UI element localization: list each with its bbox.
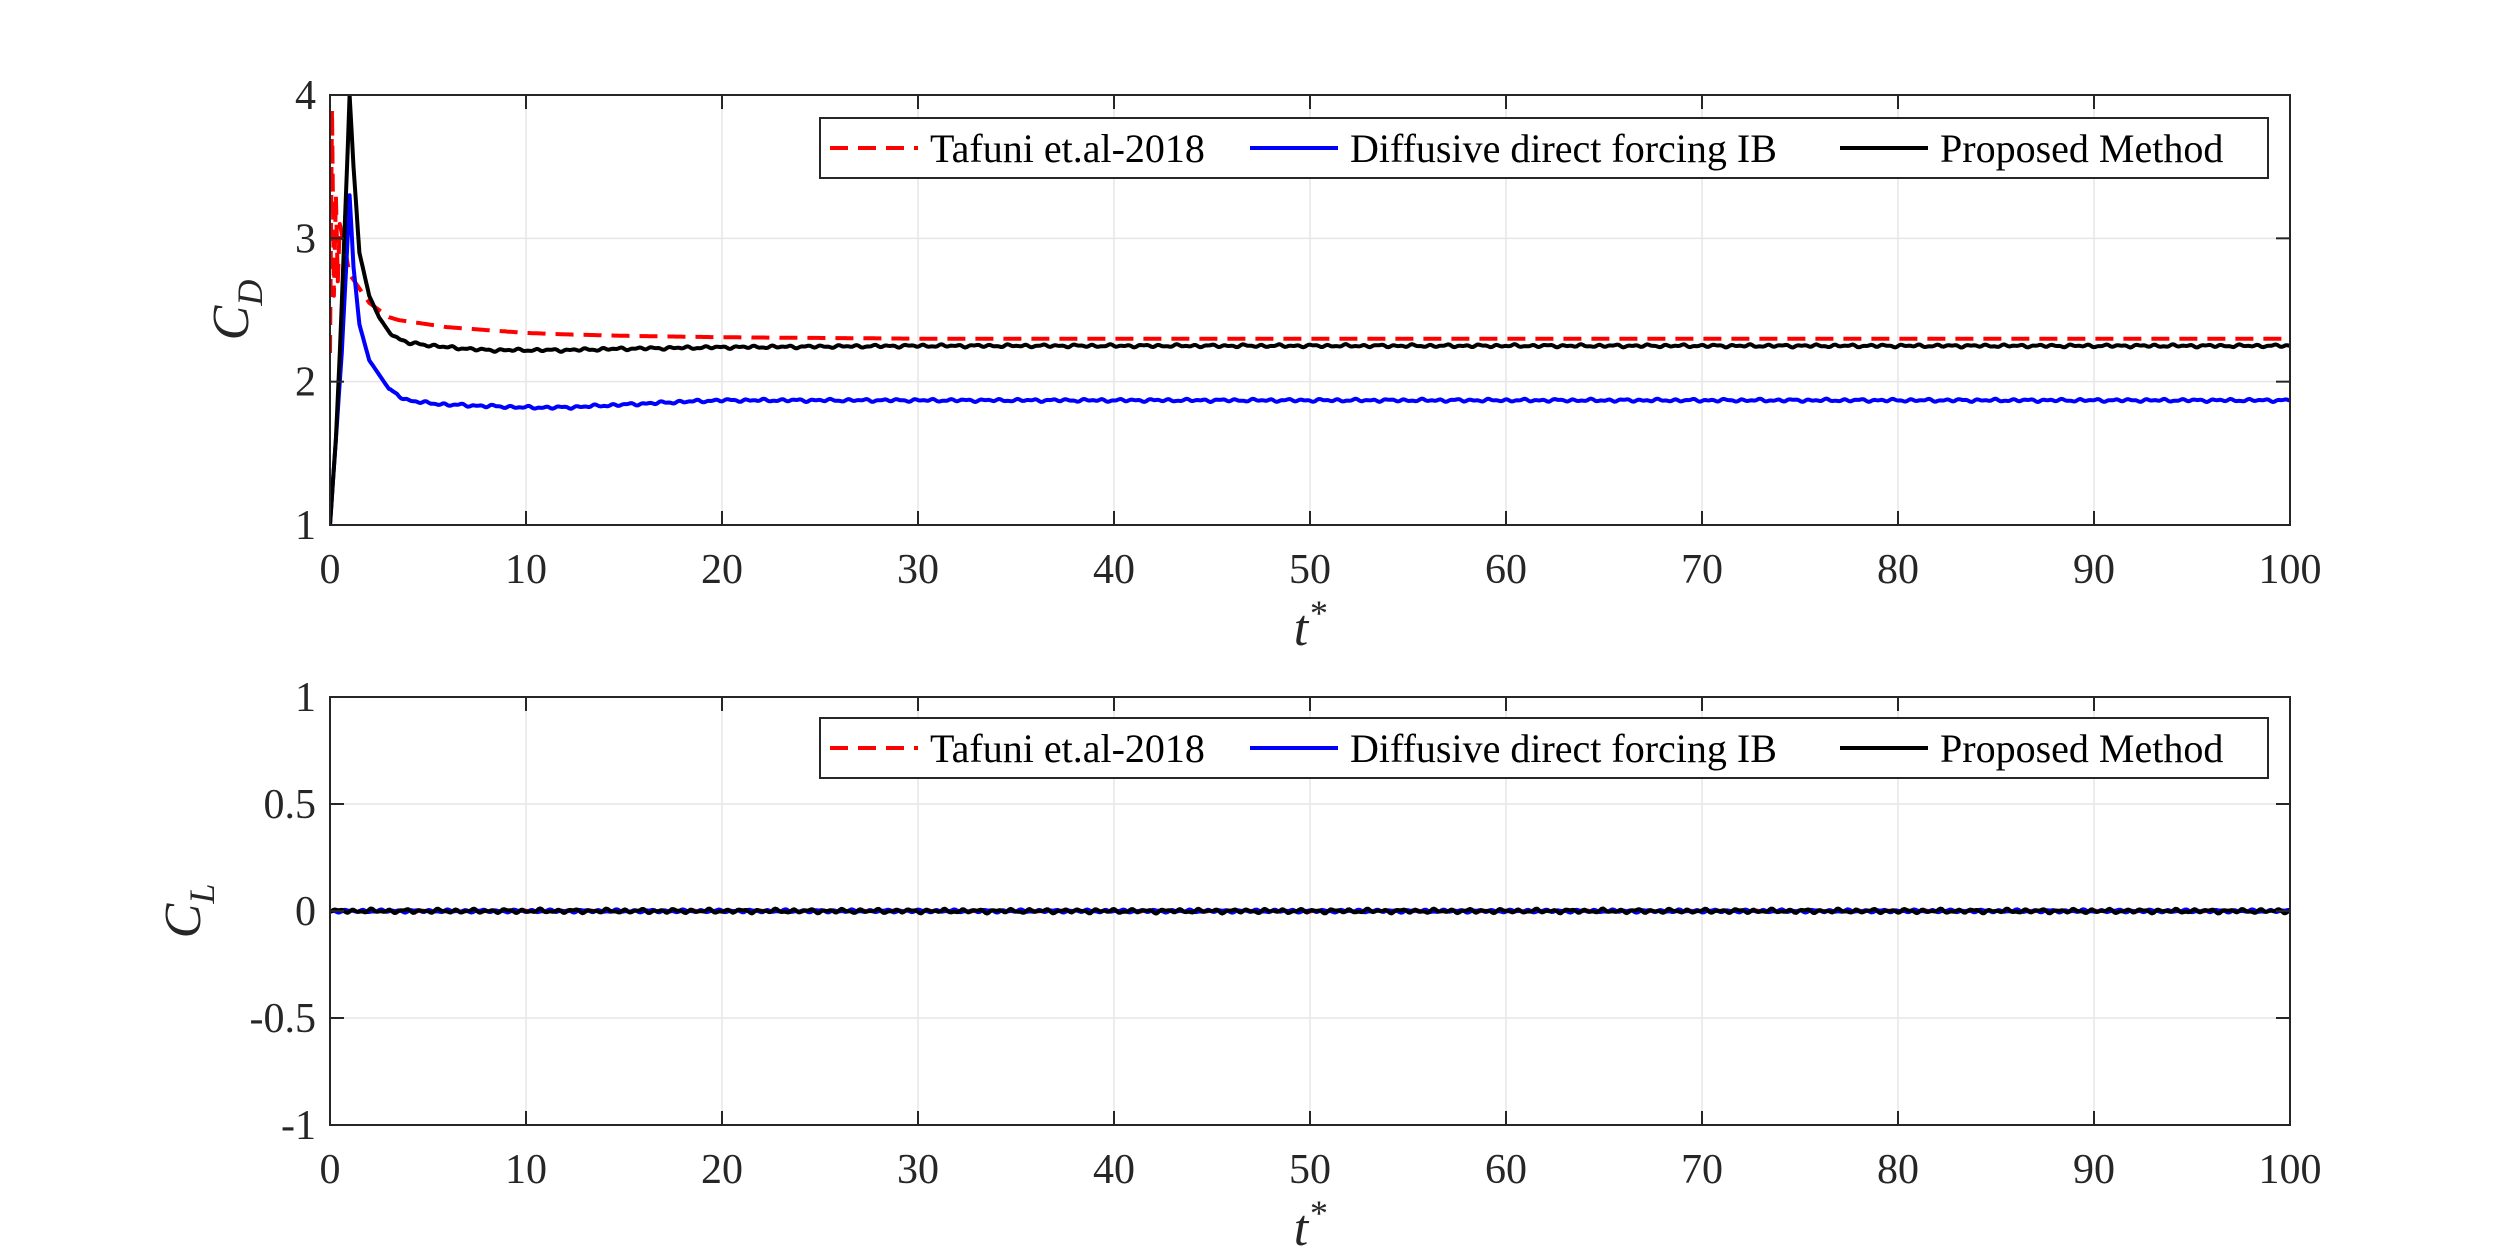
y-axis-label-main: C (203, 304, 260, 340)
legend-label-tafuni: Tafuni et.al-2018 (930, 726, 1205, 771)
x-tick-label: 40 (1093, 547, 1135, 593)
y-tick-label: 0 (295, 889, 316, 935)
drag-coefficient-chart: 0 10 20 30 40 50 60 70 80 90 100 1 2 3 4 t* CD Tafuni et.… (203, 73, 2322, 657)
legend-box (819, 717, 2269, 779)
x-tick-label: 30 (897, 1147, 939, 1193)
legend-box (819, 117, 2269, 179)
x-tick-label: 0 (320, 1147, 341, 1193)
series-group (330, 95, 2290, 525)
x-tick-label: 80 (1877, 547, 1919, 593)
y-tick-label: -1 (281, 1103, 316, 1149)
x-tick-label: 100 (2259, 547, 2322, 593)
x-tick-label: 60 (1485, 1147, 1527, 1193)
x-tick-label: 60 (1485, 547, 1527, 593)
legend-label-diffusive: Diffusive direct forcing IB (1350, 726, 1777, 771)
x-tick-label: 10 (505, 1147, 547, 1193)
x-tick-label: 70 (1681, 1147, 1723, 1193)
x-tick-label: 10 (505, 547, 547, 593)
y-axis-label-sub: L (182, 884, 222, 905)
x-axis-label-sup: * (1308, 1193, 1326, 1233)
legend: Tafuni et.al-2018 Diffusive direct forcin… (819, 717, 2269, 779)
x-axis-label: t* (1294, 593, 1326, 657)
x-tick-label: 80 (1877, 1147, 1919, 1193)
series-line-diffusive (330, 193, 2290, 525)
x-tick-label: 90 (2073, 1147, 2115, 1193)
x-tick-label: 100 (2259, 1147, 2322, 1193)
x-tick-label: 30 (897, 547, 939, 593)
x-axis-label-sup: * (1308, 593, 1326, 633)
x-axis-label: t* (1294, 1193, 1326, 1250)
x-tick-label: 50 (1289, 1147, 1331, 1193)
y-tick-label: 1 (295, 675, 316, 721)
x-tick-label: 20 (701, 547, 743, 593)
y-tick-label: 3 (295, 216, 316, 262)
legend-label-diffusive: Diffusive direct forcing IB (1350, 126, 1777, 171)
series-group (330, 906, 2290, 916)
y-tick-label: 1 (295, 503, 316, 549)
y-axis-label-main: C (155, 902, 212, 938)
y-axis-label: CD (203, 280, 270, 341)
x-tick-label: 0 (320, 547, 341, 593)
x-axis-label-main: t (1294, 1200, 1310, 1250)
legend-label-proposed: Proposed Method (1940, 726, 2223, 771)
lift-coefficient-chart: 0 10 20 30 40 50 60 70 80 90 100 -1 -0.5 0 0.5 1 t* CL Taf… (155, 675, 2322, 1250)
x-tick-label: 70 (1681, 547, 1723, 593)
y-tick-label: 4 (295, 73, 316, 119)
y-tick-label: -0.5 (250, 996, 317, 1042)
x-tick-label: 90 (2073, 547, 2115, 593)
x-tick-label: 50 (1289, 547, 1331, 593)
legend-label-proposed: Proposed Method (1940, 126, 2223, 171)
y-tick-label: 0.5 (264, 782, 317, 828)
y-axis-label-sub: D (230, 280, 270, 307)
x-tick-label: 40 (1093, 1147, 1135, 1193)
series-line-tafuni (330, 107, 2290, 354)
legend: Tafuni et.al-2018 Diffusive direct forcin… (819, 117, 2269, 179)
x-tick-label: 20 (701, 1147, 743, 1193)
series-line-proposed (330, 906, 2290, 916)
y-axis-label: CL (155, 884, 222, 939)
x-axis-label-main: t (1294, 600, 1310, 657)
y-tick-label: 2 (295, 360, 316, 406)
legend-label-tafuni: Tafuni et.al-2018 (930, 126, 1205, 171)
series-line-proposed (330, 95, 2290, 525)
